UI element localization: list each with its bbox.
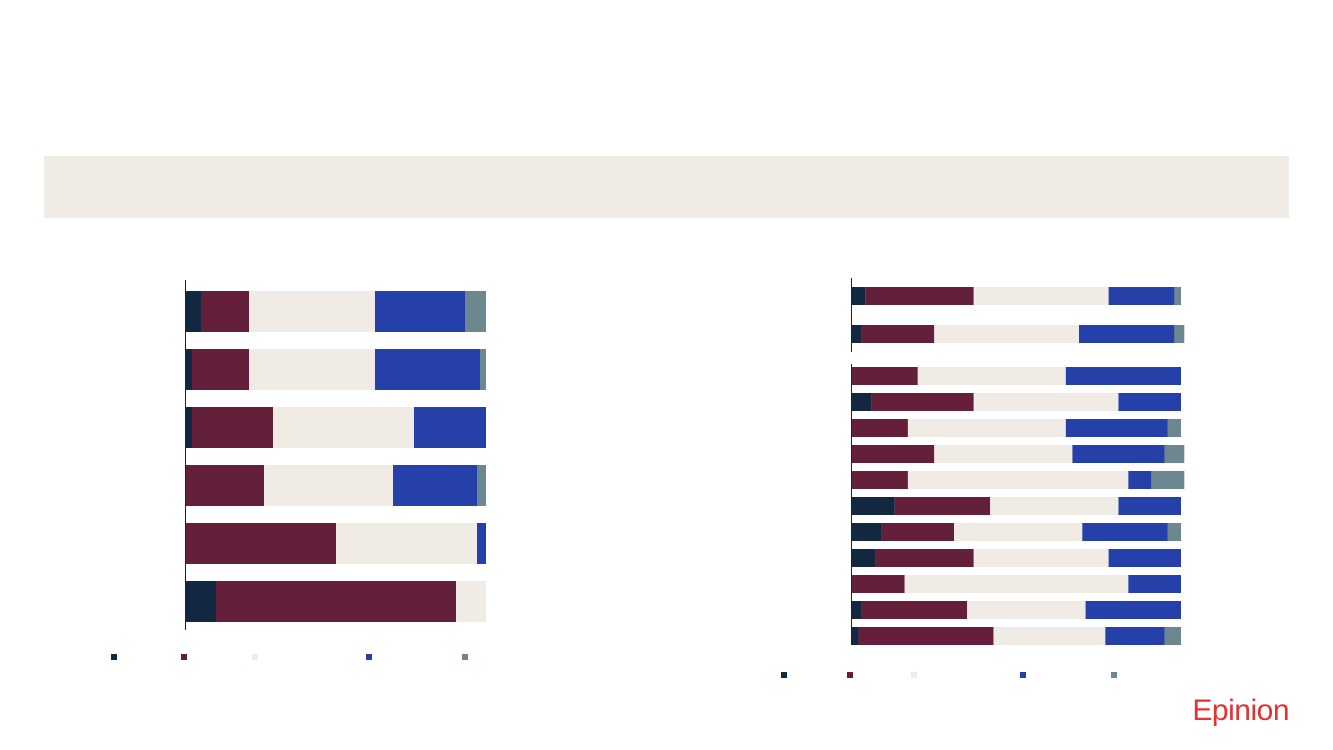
bar-segment-row12-series4 <box>1085 601 1181 619</box>
left-stacked-bar-chart <box>111 280 486 660</box>
bar-segment-row10-series2 <box>875 549 974 567</box>
bar-segment-row3-series3 <box>917 367 1066 385</box>
bar-segment-row3-series4 <box>1065 367 1181 385</box>
bar-segment-row6-series3 <box>934 445 1073 463</box>
bar-segment-row1-series5 <box>465 291 486 332</box>
bar-segment-row11-series2 <box>852 575 905 593</box>
bar-segment-row4-series2 <box>186 465 264 506</box>
bar-segment-row13-series2 <box>858 627 994 645</box>
epinion-logo: Epinion <box>1192 694 1289 727</box>
bar-segment-row1-series1 <box>852 287 866 305</box>
bar-segment-row9-series3 <box>953 523 1083 541</box>
bar-segment-row1-series5 <box>1174 287 1181 305</box>
bar-segment-row6-series4 <box>1072 445 1165 463</box>
bar-segment-row10-series3 <box>973 549 1109 567</box>
bar-segment-row1-series1 <box>186 291 201 332</box>
bar-segment-row9-series4 <box>1082 523 1168 541</box>
bar-segment-row10-series1 <box>852 549 876 567</box>
bar-segment-row2-series5 <box>1174 325 1185 343</box>
bar-segment-row2-series2 <box>192 349 249 390</box>
bar-segment-row8-series3 <box>990 497 1119 515</box>
bar-segment-row1-series2 <box>201 291 249 332</box>
bar-segment-row1-series3 <box>249 291 375 332</box>
bar-segment-row6-series2 <box>216 581 456 622</box>
bar-segment-row13-series1 <box>852 627 859 645</box>
bar-segment-row9-series5 <box>1167 523 1181 541</box>
bar-segment-row9-series1 <box>852 523 882 541</box>
bar-segment-row2-series2 <box>861 325 935 343</box>
bar-segment-row5-series4 <box>477 523 486 564</box>
legend-swatch-series5 <box>1111 672 1117 678</box>
bar-segment-row7-series4 <box>1128 471 1152 489</box>
bar-segment-row1-series4 <box>1108 287 1175 305</box>
bar-segment-row7-series3 <box>907 471 1129 489</box>
bar-segment-row2-series3 <box>249 349 375 390</box>
legend-swatch-series3 <box>911 672 917 678</box>
bar-segment-row7-series2 <box>852 471 908 489</box>
right-stacked-bar-chart <box>781 278 1185 678</box>
bar-segment-row1-series3 <box>973 287 1109 305</box>
bar-segment-row12-series2 <box>861 601 968 619</box>
bar-segment-row6-series1 <box>186 581 216 622</box>
bar-segment-row2-series1 <box>186 349 192 390</box>
bar-segment-row2-series3 <box>934 325 1080 343</box>
bar-segment-row6-series2 <box>852 445 935 463</box>
bar-segment-row4-series1 <box>852 393 872 411</box>
bar-segment-row3-series4 <box>414 407 486 448</box>
bar-segment-row6-series3 <box>456 581 486 622</box>
bar-segment-row11-series3 <box>904 575 1129 593</box>
bar-segment-row2-series4 <box>375 349 480 390</box>
legend-swatch-series2 <box>847 672 853 678</box>
bar-segment-row4-series4 <box>393 465 477 506</box>
bar-segment-row5-series2 <box>186 523 336 564</box>
bar-segment-row3-series1 <box>186 407 192 448</box>
bar-segment-row4-series3 <box>973 393 1119 411</box>
legend-swatch-series3 <box>252 654 258 660</box>
bar-segment-row11-series4 <box>1128 575 1181 593</box>
bar-segment-row5-series2 <box>852 419 908 437</box>
bar-segment-row5-series4 <box>1065 419 1168 437</box>
bar-segment-row12-series1 <box>852 601 862 619</box>
bar-segment-row3-series2 <box>192 407 273 448</box>
bar-segment-row13-series5 <box>1164 627 1181 645</box>
header-band <box>44 156 1289 218</box>
bar-segment-row5-series3 <box>907 419 1066 437</box>
bar-segment-row13-series4 <box>1105 627 1165 645</box>
bar-segment-row1-series2 <box>865 287 974 305</box>
bar-segment-row8-series4 <box>1118 497 1181 515</box>
legend-swatch-series2 <box>181 654 187 660</box>
bar-segment-row2-series4 <box>1079 325 1175 343</box>
bar-segment-row5-series3 <box>336 523 477 564</box>
bar-segment-row1-series4 <box>375 291 465 332</box>
bar-segment-row8-series2 <box>894 497 991 515</box>
legend-swatch-series1 <box>111 654 117 660</box>
bar-segment-row9-series2 <box>881 523 954 541</box>
bar-segment-row3-series3 <box>273 407 414 448</box>
bar-segment-row4-series3 <box>264 465 393 506</box>
bar-segment-row6-series5 <box>1164 445 1185 463</box>
legend-swatch-series4 <box>1020 672 1026 678</box>
bar-segment-row4-series5 <box>477 465 486 506</box>
legend-swatch-series4 <box>366 654 372 660</box>
bar-segment-row2-series5 <box>480 349 486 390</box>
bar-segment-row7-series5 <box>1151 471 1185 489</box>
bar-segment-row8-series1 <box>852 497 895 515</box>
legend-swatch-series5 <box>462 654 468 660</box>
legend-swatch-series1 <box>781 672 787 678</box>
bar-segment-row4-series4 <box>1118 393 1181 411</box>
bar-segment-row2-series1 <box>852 325 862 343</box>
bar-segment-row10-series4 <box>1108 549 1181 567</box>
bar-segment-row13-series3 <box>993 627 1106 645</box>
bar-segment-row3-series2 <box>852 367 918 385</box>
bar-segment-row12-series3 <box>967 601 1086 619</box>
bar-segment-row5-series5 <box>1167 419 1181 437</box>
bar-segment-row4-series2 <box>871 393 974 411</box>
